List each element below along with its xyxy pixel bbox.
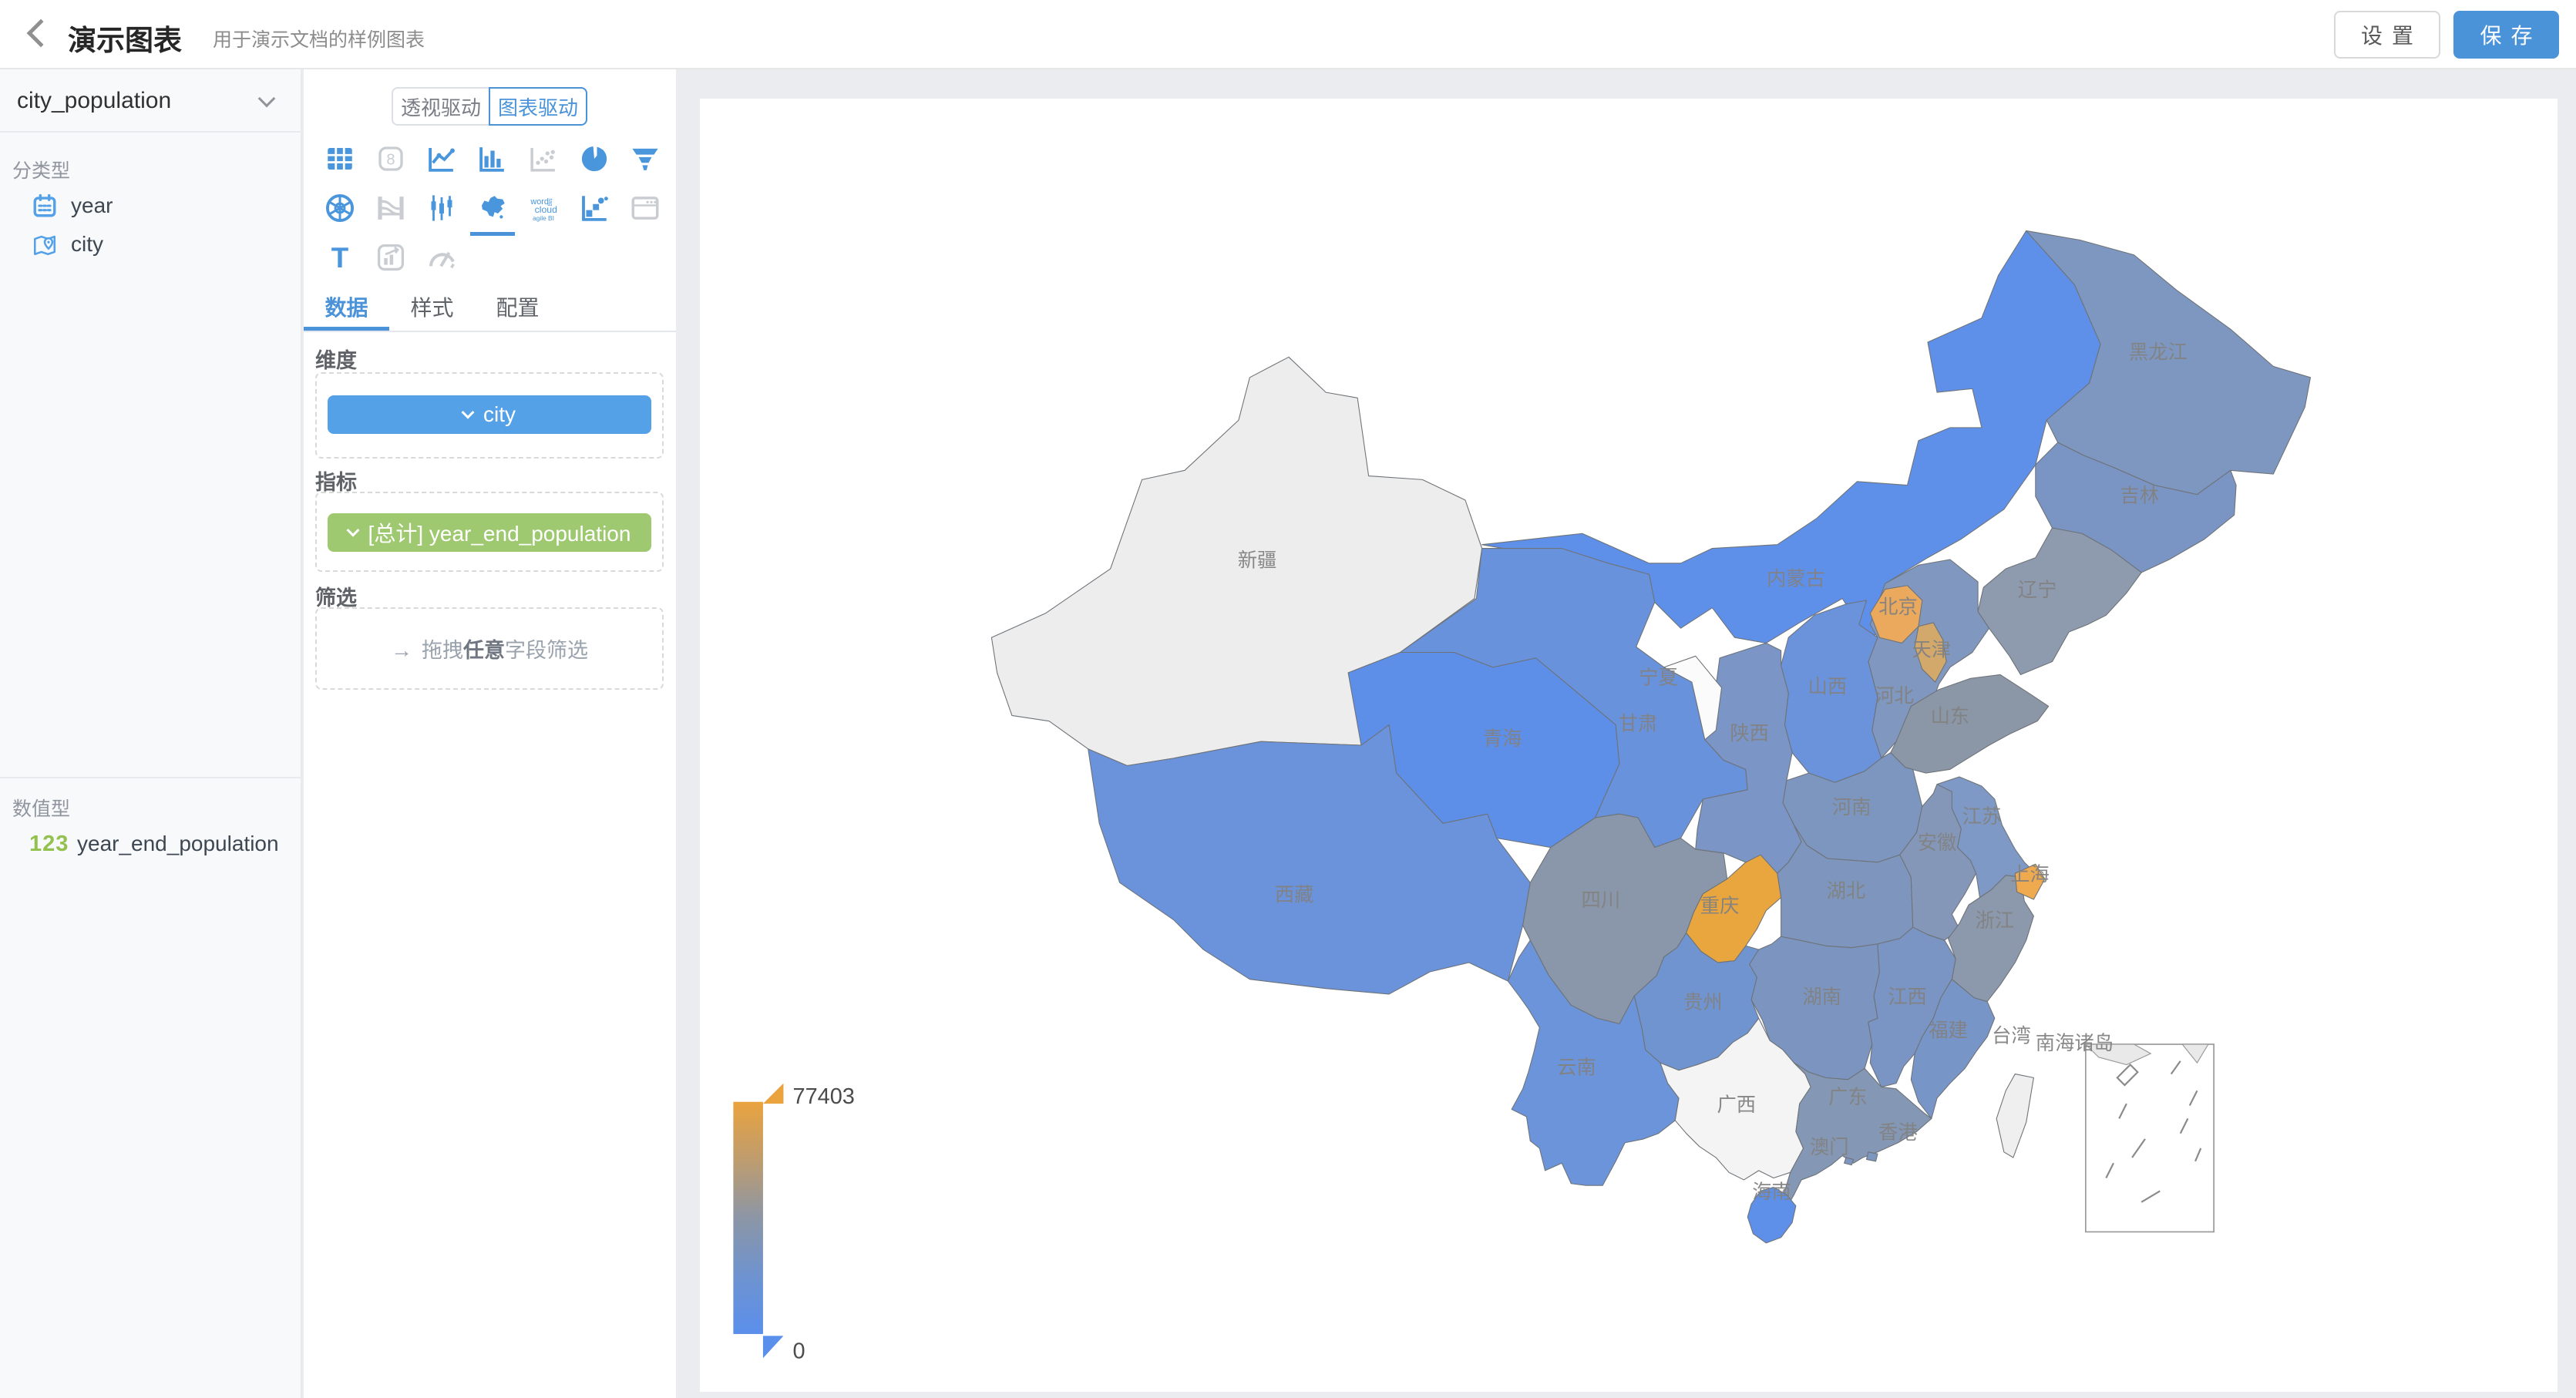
province-macau[interactable] [1844,1157,1855,1166]
province-shandong[interactable] [1890,674,2050,774]
dimension-chip[interactable]: city [328,395,651,434]
province-chongqing[interactable] [1686,854,1782,963]
province-taiwan[interactable] [1996,1074,2034,1158]
province-beijing[interactable] [1869,585,1923,644]
dimension-chip-label: city [483,402,516,426]
china-choropleth-map[interactable]: 新疆西藏内蒙古青海甘肃四川黑龙江吉林辽宁河北山西山东河南陕西湖北安徽江苏浙江湖南… [700,99,2558,1392]
mode-toggle: 透视驱动 图表驱动 [392,87,587,126]
filter-dropzone[interactable]: → 拖拽任意字段筛选 [315,607,664,690]
calendar-icon [29,190,60,221]
svg-text:tag: tag [547,199,553,207]
canvas-area: 新疆 西藏 内蒙古 青海 甘肃 四川 黑龙江 吉林 辽宁 河北 山西 山东 河南 陕西 湖北 安徽 江苏 浙江 湖南… [676,69,2576,1398]
legend-max-handle[interactable] [762,1083,784,1104]
config-tabs: 数据 样式 配置 [304,289,676,332]
dataset-name: city_population [17,88,172,113]
legend-min-handle[interactable] [762,1336,784,1359]
combo-chart-icon [365,233,416,282]
section-divider [0,777,301,778]
categorical-section-label: 分类型 [12,160,71,182]
province-label-taiwan: 台湾 [1992,1026,2031,1047]
province-hainan[interactable] [1747,1187,1797,1244]
svg-text:T: T [331,242,349,274]
numeric-field-year_end_population[interactable]: 123 year_end_population [0,825,301,863]
page-subtitle: 用于演示文档的样例图表 [213,29,425,51]
sankey-chart-icon [365,183,416,233]
measure-dropzone[interactable]: [总计] year_end_population [315,492,664,572]
legend-min-value: 0 [793,1339,805,1363]
tab-数据[interactable]: 数据 [304,289,389,331]
province-liaoning[interactable] [1977,527,2142,675]
numeric-field-list: 123 year_end_population [0,825,301,863]
measure-chip-label: [总计] year_end_population [368,522,631,546]
svg-text:8: 8 [386,152,395,169]
filter-placeholder: 拖拽 [422,639,463,662]
china-map-icon[interactable] [467,183,518,236]
field-name: year_end_population [77,832,279,855]
province-ningxia[interactable] [1663,655,1723,741]
chevron-down-icon [257,89,276,108]
chart-config-panel: 透视驱动 图表驱动 8 word cloud agile BI tag T 数据 样式 配置 … [304,69,676,1398]
candlestick-chart-icon[interactable] [416,183,467,233]
table-icon[interactable] [314,134,365,183]
tab-样式[interactable]: 样式 [410,296,454,320]
pie-chart-icon[interactable] [569,134,620,183]
province-fujian[interactable] [1910,979,1996,1119]
metric-card-icon: 8 [365,134,416,183]
gauge-chart-icon [416,233,467,282]
bubble-chart-icon[interactable] [569,183,620,233]
dimension-label: 维度 [315,349,357,372]
measure-chip[interactable]: [总计] year_end_population [328,513,651,552]
radar-chart-icon[interactable] [314,183,365,233]
categorical-field-year[interactable]: year [0,187,301,225]
location-icon [29,229,60,260]
scatter-chart-icon [518,134,569,183]
rich-text-icon[interactable]: T [314,233,365,282]
tab-配置[interactable]: 配置 [496,296,540,320]
numeric-section-label: 数值型 [12,798,71,820]
chart-type-grid: 8 word cloud agile BI tag T [314,134,671,282]
legend-max-value: 77403 [793,1084,855,1109]
svg-text:agile BI: agile BI [533,214,554,222]
categorical-field-list: year city [0,187,301,264]
dimension-dropzone[interactable]: city [315,372,664,459]
chevron-down-icon [346,523,360,537]
legend-gradient-bar[interactable] [733,1101,763,1334]
chevron-down-icon [461,405,475,419]
back-icon[interactable] [26,18,55,48]
arrow-right-icon: → [391,638,412,662]
south-china-sea-inset [2085,1043,2214,1233]
field-name: year [71,193,113,217]
svg-text:word: word [530,197,549,207]
numeric-badge-icon: 123 [29,831,69,856]
save-button[interactable]: 保存 [2453,11,2559,59]
measure-label: 指标 [315,471,357,494]
svg-text:cloud: cloud [535,204,557,215]
province-yunnan[interactable] [1507,939,1680,1186]
province-hongkong[interactable] [1865,1151,1878,1162]
header: 演示图表 用于演示文档的样例图表 设置 保存 [0,0,2576,69]
filter-label: 筛选 [315,586,357,610]
province-shanghai[interactable] [2014,863,2046,900]
province-tianjin[interactable] [1914,622,1947,683]
mode-chart-driven[interactable]: 图表驱动 [489,87,587,126]
line-chart-icon[interactable] [416,134,467,183]
funnel-chart-icon[interactable] [620,134,671,183]
bar-chart-icon[interactable] [467,134,518,183]
dataset-panel: city_population 分类型 year city 数值型 123 year… [0,69,302,1398]
word-cloud-icon[interactable]: word cloud agile BI tag [518,183,569,233]
dataset-select[interactable]: city_population [0,69,301,133]
map-card: 新疆 西藏 内蒙古 青海 甘肃 四川 黑龙江 吉林 辽宁 河北 山西 山东 河南 陕西 湖北 安徽 江苏 浙江 湖南… [700,99,2558,1392]
categorical-field-city[interactable]: city [0,225,301,264]
page-title: 演示图表 [68,25,182,56]
mode-pivot-driven[interactable]: 透视驱动 [392,87,490,126]
settings-button[interactable]: 设置 [2334,11,2440,59]
field-name: city [71,232,103,256]
iframe-icon [620,183,671,233]
province-guangdong[interactable] [1778,1062,1932,1222]
